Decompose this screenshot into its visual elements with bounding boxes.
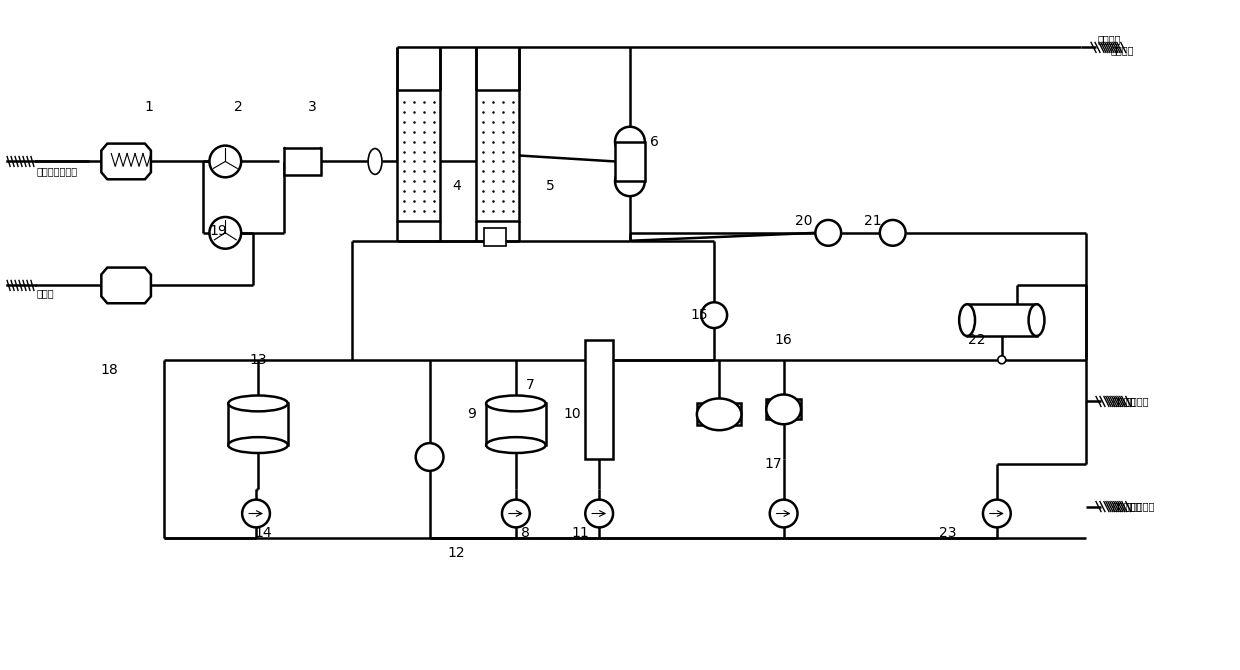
Text: 9: 9 xyxy=(466,407,476,421)
Circle shape xyxy=(983,500,1011,527)
Bar xyxy=(967,304,1037,336)
Bar xyxy=(766,399,801,419)
Bar xyxy=(284,147,321,176)
Bar xyxy=(484,228,506,246)
Circle shape xyxy=(998,356,1006,364)
Bar xyxy=(697,403,742,425)
Bar xyxy=(476,90,518,221)
Circle shape xyxy=(615,166,645,196)
Ellipse shape xyxy=(486,395,546,411)
Ellipse shape xyxy=(228,437,288,453)
Polygon shape xyxy=(102,267,151,304)
Text: 17: 17 xyxy=(765,457,782,471)
Ellipse shape xyxy=(486,437,546,453)
Ellipse shape xyxy=(368,149,382,174)
Text: 7: 7 xyxy=(526,378,536,391)
Ellipse shape xyxy=(766,395,801,424)
Text: 15: 15 xyxy=(691,308,708,322)
Text: 19: 19 xyxy=(210,224,227,238)
Text: 21: 21 xyxy=(864,214,882,228)
Circle shape xyxy=(210,145,241,178)
Circle shape xyxy=(770,500,797,527)
Text: 14: 14 xyxy=(254,527,272,540)
Circle shape xyxy=(702,302,727,328)
Text: 5: 5 xyxy=(546,180,556,193)
Bar xyxy=(397,90,439,221)
Text: 12: 12 xyxy=(448,546,465,560)
Text: 冷水缺流: 冷水缺流 xyxy=(1112,397,1136,407)
Text: 干燥机: 干燥机 xyxy=(37,288,55,298)
Text: 22: 22 xyxy=(968,333,986,347)
Circle shape xyxy=(210,217,241,249)
Bar xyxy=(228,403,288,445)
Text: 高温气体: 高温气体 xyxy=(1111,46,1135,56)
Text: 2: 2 xyxy=(234,100,243,114)
Text: 安全剂流出: 安全剂流出 xyxy=(1112,502,1142,512)
Bar xyxy=(585,340,613,459)
Circle shape xyxy=(502,500,529,527)
Polygon shape xyxy=(102,143,151,180)
Text: 冷水缺流: 冷水缺流 xyxy=(1126,397,1149,407)
Text: 8: 8 xyxy=(521,527,531,540)
Ellipse shape xyxy=(697,399,742,430)
Text: 安全剂流出: 安全剂流出 xyxy=(1126,502,1156,512)
Text: 高温气体: 高温气体 xyxy=(1097,34,1121,44)
Circle shape xyxy=(585,500,613,527)
Text: 13: 13 xyxy=(249,353,267,366)
Ellipse shape xyxy=(960,304,975,336)
Circle shape xyxy=(242,500,270,527)
Circle shape xyxy=(615,127,645,157)
Bar xyxy=(615,141,645,182)
Circle shape xyxy=(880,220,905,246)
Text: 1: 1 xyxy=(145,100,154,114)
Text: 干燥机尾气处理: 干燥机尾气处理 xyxy=(37,166,78,176)
Text: 10: 10 xyxy=(564,407,582,421)
Text: 3: 3 xyxy=(309,100,317,114)
Bar xyxy=(486,403,546,445)
Text: 20: 20 xyxy=(795,214,812,228)
Text: 23: 23 xyxy=(939,527,956,540)
Text: 11: 11 xyxy=(572,527,589,540)
Text: 18: 18 xyxy=(100,362,118,377)
Text: 16: 16 xyxy=(775,333,792,347)
Text: 6: 6 xyxy=(650,135,660,149)
Ellipse shape xyxy=(1029,304,1044,336)
Circle shape xyxy=(415,443,444,471)
Ellipse shape xyxy=(228,395,288,411)
Circle shape xyxy=(816,220,841,246)
Text: 4: 4 xyxy=(453,180,461,193)
